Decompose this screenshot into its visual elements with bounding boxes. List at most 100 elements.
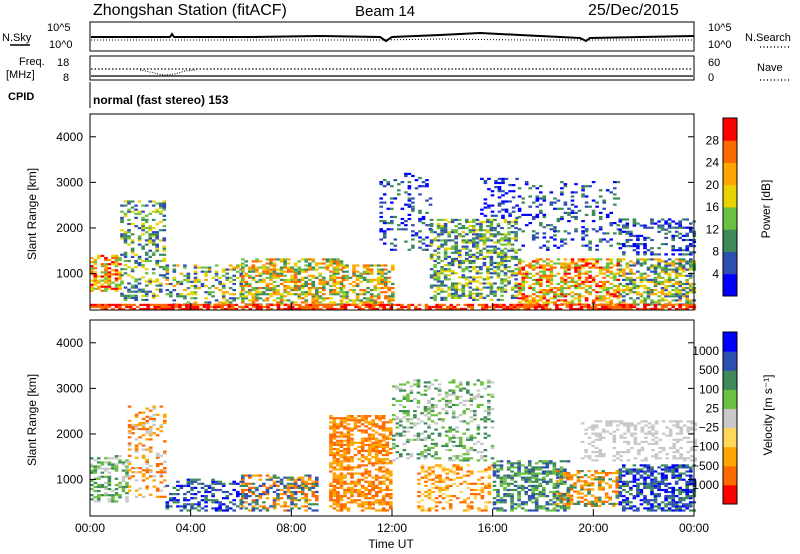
- heatmap-cell: [269, 486, 273, 489]
- heatmap-cell: [332, 260, 337, 263]
- heatmap-cell: [104, 279, 108, 282]
- heatmap-cell: [350, 419, 354, 422]
- heatmap-cell: [404, 228, 408, 231]
- heatmap-cell: [560, 262, 564, 265]
- heatmap-cell: [572, 303, 577, 306]
- heatmap-cell: [560, 291, 564, 294]
- heatmap-cell: [657, 266, 661, 269]
- heatmap-cell: [332, 289, 337, 292]
- sky-left-tick-bottom: 10^0: [49, 39, 73, 51]
- heatmap-cell: [183, 497, 187, 500]
- heatmap-cell: [241, 287, 245, 290]
- heatmap-cell: [269, 295, 273, 298]
- heatmap-cell: [454, 218, 458, 221]
- heatmap-cell: [416, 453, 421, 456]
- heatmap-cell: [269, 287, 273, 290]
- heatmap-cell: [241, 270, 245, 273]
- heatmap-cell: [480, 442, 484, 445]
- heatmap-cell: [269, 289, 273, 292]
- heatmap-cell: [681, 264, 686, 267]
- heatmap-cell: [120, 294, 124, 297]
- heatmap-cell: [475, 272, 480, 275]
- heatmap-cell: [450, 288, 455, 291]
- heatmap-cell: [556, 258, 561, 261]
- heatmap-cell: [107, 461, 112, 464]
- heatmap-cell: [584, 276, 589, 279]
- colorbar-swatch: [723, 184, 737, 208]
- heatmap-cell: [379, 201, 383, 204]
- heatmap-cell: [241, 297, 245, 300]
- heatmap-cell: [395, 422, 400, 425]
- heatmap-cell: [667, 222, 672, 225]
- heatmap-cell: [466, 459, 470, 462]
- heatmap-cell: [232, 297, 236, 300]
- heatmap-cell: [255, 291, 259, 294]
- heatmap-cell: [406, 414, 410, 417]
- heatmap-cell: [416, 401, 421, 404]
- heatmap-cell: [364, 488, 368, 492]
- heatmap-cell: [560, 295, 564, 298]
- heatmap-cell: [367, 443, 372, 446]
- heatmap-cell: [510, 503, 514, 506]
- heatmap-cell: [685, 245, 689, 248]
- heatmap-cell: [228, 264, 233, 267]
- heatmap-cell: [152, 475, 156, 478]
- heatmap-cell: [265, 258, 270, 261]
- heatmap-cell: [355, 274, 360, 277]
- heatmap-cell: [595, 282, 599, 286]
- heatmap-cell: [315, 291, 319, 294]
- heatmap-cell: [406, 399, 410, 402]
- heatmap-cell: [232, 266, 236, 269]
- heatmap-cell: [436, 247, 441, 250]
- heatmap-cell: [385, 449, 390, 453]
- heatmap-cell: [535, 260, 540, 263]
- heatmap-cell: [269, 282, 273, 286]
- heatmap-cell: [486, 270, 490, 273]
- heatmap-cell: [613, 222, 617, 225]
- heatmap-cell: [350, 474, 354, 477]
- heatmap-cell: [477, 488, 481, 492]
- heatmap-cell: [179, 280, 184, 283]
- heatmap-cell: [496, 474, 500, 477]
- heatmap-cell: [465, 241, 469, 244]
- heatmap-cell: [475, 294, 480, 297]
- heatmap-cell: [343, 425, 347, 428]
- heatmap-cell: [436, 280, 441, 283]
- heatmap-cell: [148, 434, 153, 437]
- heatmap-cell: [93, 273, 98, 276]
- heatmap-cell: [141, 426, 146, 429]
- heatmap-cell: [307, 282, 312, 286]
- heatmap-cell: [643, 253, 647, 256]
- heatmap-cell: [130, 284, 135, 287]
- heatmap-cell: [461, 268, 466, 271]
- heatmap-cell: [636, 287, 640, 290]
- heatmap-cell: [366, 291, 370, 294]
- heatmap-cell: [421, 217, 426, 221]
- heatmap-cell: [265, 297, 270, 300]
- heatmap-cell: [297, 278, 301, 281]
- heatmap-cell: [123, 264, 128, 267]
- heatmap-cell: [528, 284, 532, 288]
- heatmap-cell: [329, 291, 333, 294]
- heatmap-cell: [496, 241, 501, 244]
- heatmap-cell: [622, 291, 626, 294]
- heatmap-cell: [685, 226, 689, 229]
- heatmap-cell: [146, 305, 150, 309]
- heatmap-cell: [355, 284, 360, 288]
- heatmap-cell: [134, 446, 139, 449]
- heatmap-cell: [204, 501, 208, 504]
- heatmap-cell: [549, 278, 554, 281]
- heatmap-cell: [232, 480, 236, 483]
- heatmap-cell: [111, 254, 115, 257]
- heatmap-cell: [336, 509, 340, 512]
- heatmap-cell: [145, 421, 149, 425]
- heatmap-cell: [420, 466, 425, 469]
- heatmap-cell: [605, 268, 610, 271]
- heatmap-cell: [496, 499, 500, 502]
- heatmap-cell: [364, 425, 368, 428]
- heatmap-cell: [535, 195, 540, 198]
- heatmap-cell: [207, 293, 212, 296]
- heatmap-cell: [407, 305, 411, 309]
- heatmap-cell: [444, 444, 449, 448]
- heatmap-cell: [134, 423, 139, 427]
